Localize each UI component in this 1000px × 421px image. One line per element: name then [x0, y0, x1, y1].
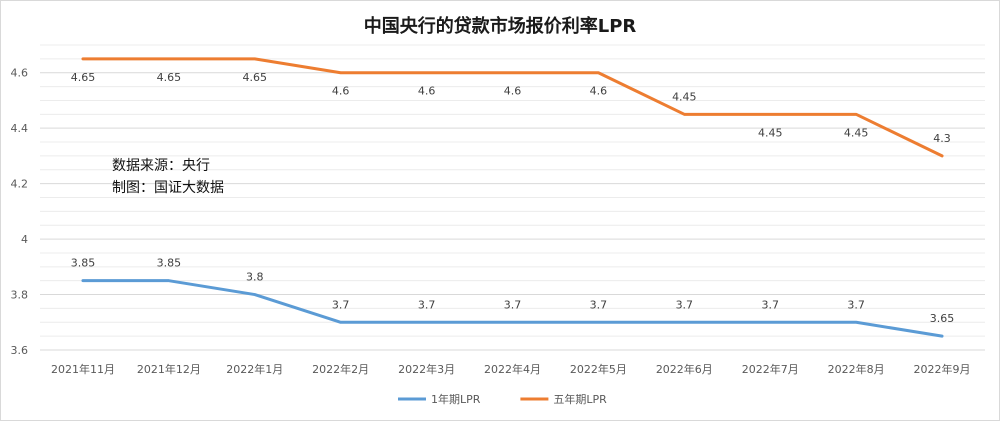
series-line-1y — [81, 279, 944, 338]
x-tick-label: 2022年9月 — [914, 362, 971, 376]
data-labels: 3.85 3.85 3.8 3.7 3.7 3.7 3.7 3.7 3.7 3.7 3.65 4.65… — [71, 71, 955, 325]
chart-title: 中国央行的贷款市场报价利率LPR — [363, 16, 637, 37]
data-label: 4.65 — [157, 71, 182, 84]
y-tick-label: 3.6 — [11, 344, 29, 357]
x-axis-ticks: 2021年11月 2021年12月 2022年1月 2022年2月 2022年3月 202… — [51, 362, 971, 376]
data-label: 4.3 — [933, 132, 951, 145]
data-label: 3.7 — [761, 298, 779, 311]
x-tick-label: 2022年2月 — [312, 362, 369, 376]
data-label: 3.65 — [930, 312, 955, 325]
x-tick-label: 2022年1月 — [226, 362, 283, 376]
y-tick-label: 4.4 — [11, 122, 29, 135]
y-axis-ticks: 3.6 3.8 4 4.2 4.4 4.6 — [11, 67, 29, 357]
y-tick-label: 3.8 — [11, 289, 29, 302]
series-line-5y — [81, 57, 944, 158]
x-tick-label: 2022年3月 — [398, 362, 455, 376]
data-label: 4.6 — [590, 85, 608, 98]
x-tick-label: 2022年5月 — [570, 362, 627, 376]
data-label: 4.45 — [672, 90, 697, 103]
x-tick-label: 2022年8月 — [828, 362, 885, 376]
x-tick-label: 2022年7月 — [742, 362, 799, 376]
data-label: 4.6 — [418, 85, 436, 98]
x-tick-label: 2021年11月 — [51, 362, 115, 376]
x-tick-label: 2021年12月 — [137, 362, 201, 376]
data-label: 3.7 — [332, 298, 350, 311]
y-tick-label: 4 — [21, 233, 28, 246]
data-label: 4.6 — [332, 85, 350, 98]
data-label: 3.85 — [71, 257, 96, 270]
x-tick-label: 2022年4月 — [484, 362, 541, 376]
data-label: 3.85 — [157, 257, 182, 270]
legend-label: 1年期LPR — [431, 392, 481, 406]
legend: 1年期LPR 五年期LPR — [398, 392, 607, 406]
data-label: 3.7 — [590, 298, 608, 311]
gridlines — [40, 44, 985, 351]
data-label: 4.6 — [504, 85, 522, 98]
data-label: 4.65 — [71, 71, 96, 84]
data-label: 3.7 — [847, 298, 865, 311]
series — [81, 57, 944, 338]
source-note: 数据来源：央行 制图：国证大数据 — [112, 155, 224, 199]
data-label: 3.7 — [504, 298, 522, 311]
data-label: 3.7 — [418, 298, 436, 311]
data-label: 4.65 — [243, 71, 268, 84]
data-label: 3.7 — [676, 298, 694, 311]
source-text: 数据来源：央行 — [112, 158, 210, 174]
made-by-text: 制图：国证大数据 — [112, 180, 224, 196]
x-tick-label: 2022年6月 — [656, 362, 713, 376]
y-tick-label: 4.6 — [11, 67, 29, 80]
y-tick-label: 4.2 — [11, 178, 29, 191]
data-label: 3.8 — [246, 271, 264, 284]
data-label: 4.45 — [758, 126, 783, 139]
data-label: 4.45 — [844, 126, 869, 139]
legend-label: 五年期LPR — [553, 392, 607, 406]
